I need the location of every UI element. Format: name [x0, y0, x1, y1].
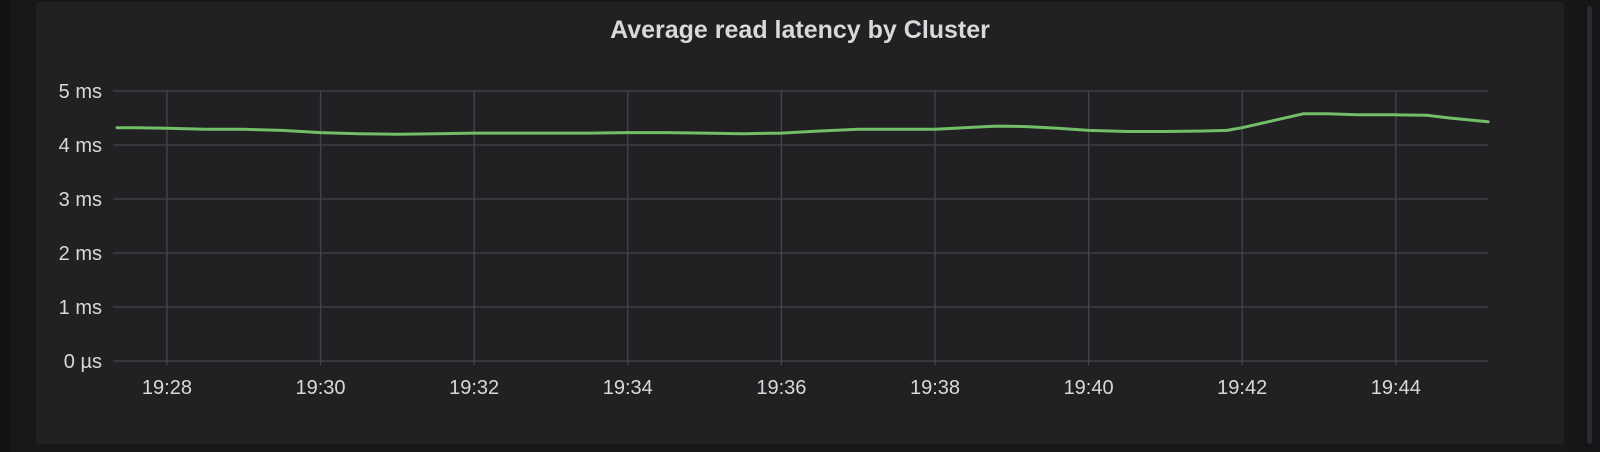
data-point: [741, 132, 745, 135]
data-point: [664, 131, 668, 134]
data-point: [1425, 114, 1428, 117]
y-tick-label: 4 ms: [59, 135, 102, 157]
data-point: [1448, 116, 1451, 120]
data-point: [1356, 113, 1359, 116]
data-point: [319, 131, 322, 134]
data-point: [511, 131, 514, 135]
y-tick-label: 3 ms: [59, 189, 102, 211]
data-point: [995, 124, 998, 128]
data-point: [856, 128, 860, 131]
data-point: [165, 127, 169, 130]
data-point: [434, 132, 437, 135]
y-tick-label: 0 µs: [64, 351, 102, 373]
data-point: [1271, 119, 1275, 122]
data-point: [242, 128, 245, 131]
data-point: [1486, 120, 1490, 123]
scrollbar-thumb[interactable]: [1587, 6, 1592, 444]
y-tick-label: 1 ms: [59, 297, 102, 319]
data-point: [1325, 112, 1328, 115]
x-tick-label: 19:36: [756, 377, 806, 399]
data-point: [1125, 130, 1129, 133]
data-point: [280, 129, 284, 132]
x-tick-label: 19:44: [1371, 377, 1421, 399]
x-tick-label: 19:42: [1217, 377, 1267, 399]
data-point: [1056, 127, 1060, 130]
series-line: [115, 112, 1490, 136]
data-point: [396, 133, 399, 136]
data-point: [818, 129, 821, 133]
x-tick-label: 19:38: [910, 377, 960, 399]
data-point: [972, 125, 975, 129]
y-tick-label: 2 ms: [59, 243, 102, 265]
data-point: [1164, 130, 1167, 133]
data-point: [1394, 113, 1398, 116]
data-point: [1241, 126, 1244, 129]
data-point: [588, 131, 591, 135]
data-point: [1302, 112, 1305, 115]
data-point: [780, 131, 783, 135]
x-tick-label: 19:30: [296, 377, 346, 399]
line-chart: 0 µs 1 ms 2 ms 3 ms 4 ms 5 ms 19:28 19:30 19:32 1…: [59, 81, 1490, 399]
data-point: [703, 131, 706, 135]
data-point: [472, 131, 476, 135]
x-tick-label: 19:28: [142, 377, 192, 399]
x-tick-label: 19:32: [449, 377, 499, 399]
data-point: [626, 131, 629, 134]
data-point: [895, 128, 898, 131]
data-point: [549, 131, 553, 135]
data-point: [933, 128, 937, 131]
y-tick-label: 5 ms: [59, 81, 102, 103]
data-point: [115, 126, 119, 129]
data-point: [1225, 129, 1229, 132]
panel-title[interactable]: Average read latency by Cluster: [610, 16, 990, 44]
x-tick-label: 19:34: [603, 377, 653, 399]
x-tick-label: 19:40: [1064, 377, 1114, 399]
chart-panel: Average read latency by Cluster 0 µs 1 ms…: [36, 2, 1564, 444]
scrollbar-track: [1568, 0, 1600, 452]
page-left-edge: [0, 0, 10, 452]
data-point: [135, 126, 138, 129]
data-point: [204, 128, 207, 131]
data-point: [1025, 125, 1029, 128]
data-point: [357, 132, 361, 135]
data-point: [1202, 129, 1206, 133]
data-point: [1087, 129, 1090, 132]
